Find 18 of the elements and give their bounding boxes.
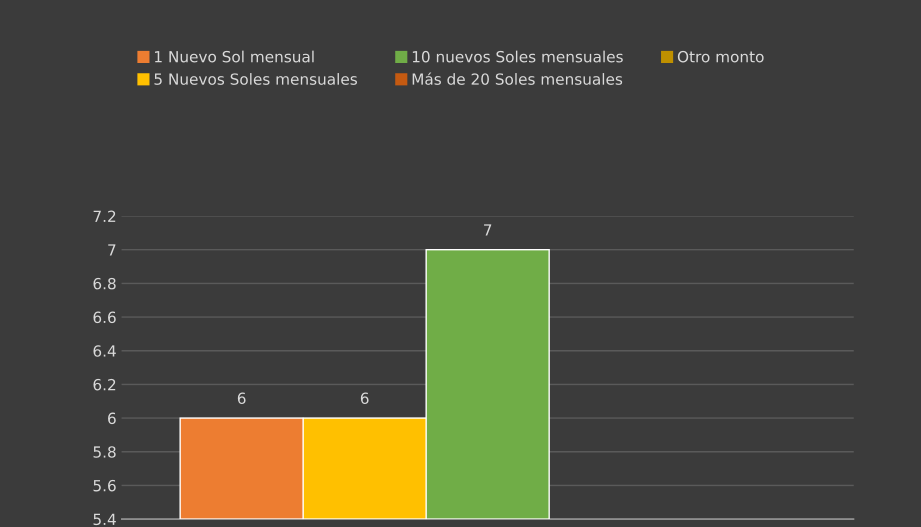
y-tick-label: 6 [108,412,116,424]
y-tick-label: 6.6 [93,312,116,324]
legend-label: 10 nuevos Soles mensuales [412,50,623,62]
y-tick-label: 7.2 [94,210,116,222]
legend-label: Otro monto [678,50,764,62]
y-tick-label: 5.8 [94,446,116,458]
y-tick-label: 6.4 [93,345,116,357]
data-label: 6 [238,392,246,404]
y-tick-label: 5.4 [94,514,116,526]
legend-label: 5 Nuevos Soles mensuales [154,73,357,85]
legend-label: Más de 20 Soles mensuales [412,72,622,85]
y-tick-label: 6.8 [93,278,116,290]
legend-label: 1 Nuevo Sol mensual [155,50,314,62]
y-tick-label: 6.2 [93,378,116,390]
data-label: 7 [484,224,492,236]
y-tick-label: 5.6 [94,480,116,492]
data-label: 6 [360,392,369,404]
y-tick-label: 7 [108,244,116,256]
